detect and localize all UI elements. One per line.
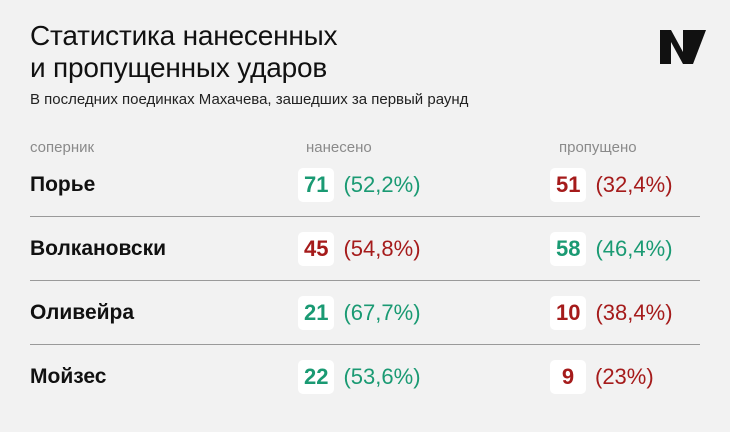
absorbed-cell: 58 (46,4%)	[550, 232, 673, 266]
absorbed-value: 10	[550, 296, 587, 330]
landed-cell: 71 (52,2%)	[298, 168, 421, 202]
column-header-opponent: соперник	[30, 139, 95, 156]
table-row: Оливейра 21 (67,7%) 10 (38,4%)	[30, 281, 700, 345]
chart-title: Статистика нанесенных и пропущенных удар…	[30, 20, 338, 84]
absorbed-value: 58	[550, 232, 587, 266]
publisher-logo-icon	[660, 30, 706, 64]
opponent-name: Мойзес	[30, 365, 107, 388]
table-row: Волкановски 45 (54,8%) 58 (46,4%)	[30, 217, 700, 281]
row-divider	[30, 216, 700, 217]
opponent-name: Волкановски	[30, 237, 166, 260]
landed-percent: (67,7%)	[343, 300, 421, 325]
row-divider	[30, 344, 700, 345]
absorbed-value: 51	[550, 168, 587, 202]
absorbed-percent: (32,4%)	[595, 172, 673, 197]
landed-value: 22	[298, 360, 335, 394]
absorbed-cell: 9 (23%)	[550, 360, 654, 394]
opponent-name: Порье	[30, 173, 96, 196]
landed-cell: 45 (54,8%)	[298, 232, 421, 266]
absorbed-cell: 10 (38,4%)	[550, 296, 673, 330]
table-row: Порье 71 (52,2%) 51 (32,4%)	[30, 153, 700, 217]
column-header-absorbed: пропущено	[559, 139, 637, 156]
landed-cell: 22 (53,6%)	[298, 360, 421, 394]
opponent-name: Оливейра	[30, 301, 135, 324]
title-line-1: Статистика нанесенных	[30, 20, 338, 51]
landed-value: 21	[298, 296, 335, 330]
absorbed-value: 9	[550, 360, 586, 394]
absorbed-percent: (46,4%)	[595, 236, 673, 261]
landed-value: 45	[298, 232, 335, 266]
landed-cell: 21 (67,7%)	[298, 296, 421, 330]
landed-value: 71	[298, 168, 335, 202]
row-divider	[30, 280, 700, 281]
absorbed-percent: (23%)	[595, 364, 654, 389]
absorbed-cell: 51 (32,4%)	[550, 168, 673, 202]
landed-percent: (52,2%)	[343, 172, 421, 197]
title-line-2: и пропущенных ударов	[30, 52, 328, 83]
absorbed-percent: (38,4%)	[595, 300, 673, 325]
landed-percent: (53,6%)	[343, 364, 421, 389]
chart-subtitle: В последних поединках Махачева, зашедших…	[30, 91, 469, 108]
column-header-landed: нанесено	[306, 139, 372, 156]
table-row: Мойзес 22 (53,6%) 9 (23%)	[30, 345, 700, 409]
landed-percent: (54,8%)	[343, 236, 421, 261]
